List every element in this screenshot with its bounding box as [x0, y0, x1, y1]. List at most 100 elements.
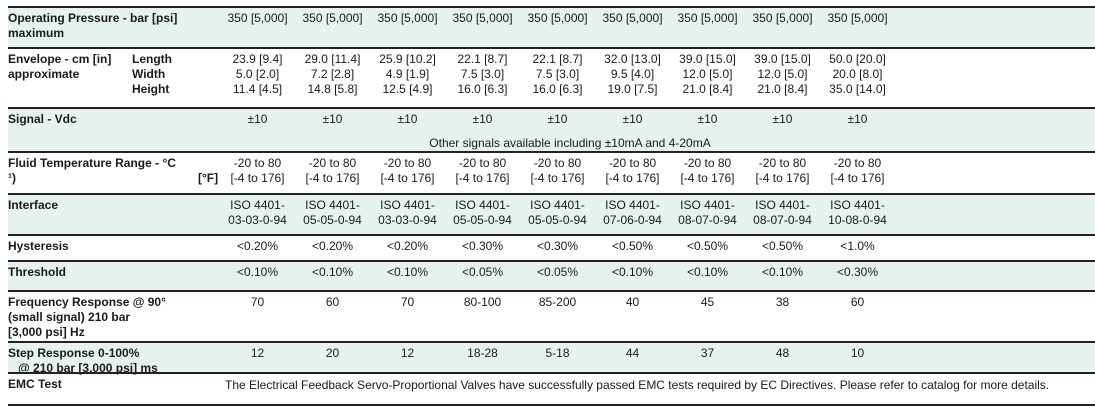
- value-cell: <0.20%: [311, 239, 354, 253]
- value-cell: <0.10%: [686, 265, 729, 279]
- row-envelope: Envelope - cm [in] approximate Length Wid…: [8, 47, 1095, 107]
- value-cell: -20 to 80 [-4 to 176]: [380, 156, 435, 185]
- row-note: The Electrical Feedback Servo-Proportion…: [225, 378, 1050, 392]
- value-cell: 80-100: [463, 295, 502, 309]
- value-cell: 70: [400, 295, 415, 309]
- row-label: Threshold: [8, 265, 67, 279]
- value-cell: 29.0 [11.4] 7.2 [2.8] 14.8 [5.8]: [304, 52, 361, 96]
- row-label: Interface: [8, 198, 59, 212]
- row-label: Envelope - cm [in] approximate: [8, 52, 112, 81]
- row-label: Fluid Temperature Range - °C ¹): [8, 156, 176, 185]
- value-cell: <0.50%: [611, 239, 654, 253]
- value-cell: 12: [400, 346, 415, 360]
- value-cell: 350 [5,000]: [527, 11, 588, 25]
- value-cell: 25.9 [10.2] 4.9 [1.9] 12.5 [4.9]: [379, 52, 436, 96]
- row-sublabel: [°F]: [198, 171, 219, 185]
- value-cell: 85-200: [538, 295, 577, 309]
- value-cell: <0.10%: [386, 265, 429, 279]
- value-cell: <0.10%: [761, 265, 804, 279]
- value-cell: ±10: [622, 112, 643, 126]
- value-cell: ISO 4401- 08-07-0-94: [753, 198, 812, 227]
- row-step-response: Step Response 0-100% @ 210 bar [3,000 ps…: [8, 341, 1095, 375]
- value-cell: 60: [325, 295, 340, 309]
- row-fluid-temperature: Fluid Temperature Range - °C ¹) [°F] -20 t…: [8, 151, 1095, 193]
- value-cell: 350 [5,000]: [677, 11, 738, 25]
- value-cell: 50.0 [20.0] 20.0 [8.0] 35.0 [14.0]: [829, 52, 886, 96]
- value-cell: ±10: [772, 112, 793, 126]
- value-cell: 40: [625, 295, 640, 309]
- value-cell: 350 [5,000]: [302, 11, 363, 25]
- value-cell: <0.20%: [386, 239, 429, 253]
- row-label: EMC Test: [8, 377, 62, 391]
- value-cell: 45: [700, 295, 715, 309]
- value-cell: <0.30%: [836, 265, 879, 279]
- value-cell: 20: [325, 346, 340, 360]
- value-cell: 39.0 [15.0] 12.0 [5.0] 21.0 [8.4]: [679, 52, 736, 96]
- row-note: Other signals available including ±10mA …: [429, 136, 711, 150]
- value-cell: 350 [5,000]: [377, 11, 438, 25]
- value-cell: 44: [625, 346, 640, 360]
- value-cell: 5-18: [545, 346, 570, 360]
- value-cell: -20 to 80 [-4 to 176]: [680, 156, 735, 185]
- value-cell: -20 to 80 [-4 to 176]: [830, 156, 885, 185]
- row-interface: Interface ISO 4401- 03-03-0-94 ISO 4401- 0…: [8, 193, 1095, 234]
- specifications-table: Operating Pressure - bar [psi] maximum 35…: [8, 6, 1095, 406]
- value-cell: -20 to 80 [-4 to 176]: [755, 156, 810, 185]
- row-sublabel: Length Width Height: [132, 52, 172, 96]
- value-cell: -20 to 80 [-4 to 176]: [605, 156, 660, 185]
- value-cell: <0.05%: [461, 265, 504, 279]
- value-cell: ±10: [397, 112, 418, 126]
- value-cell: 48: [775, 346, 790, 360]
- value-cell: ±10: [547, 112, 568, 126]
- value-cell: <0.10%: [611, 265, 654, 279]
- value-cell: 350 [5,000]: [452, 11, 513, 25]
- value-cell: <1.0%: [840, 239, 875, 253]
- value-cell: ISO 4401- 05-05-0-94: [303, 198, 362, 227]
- value-cell: 37: [700, 346, 715, 360]
- value-cell: 38: [775, 295, 790, 309]
- value-cell: 12: [250, 346, 265, 360]
- row-emc-test: EMC Test The Electrical Feedback Servo-Pr…: [8, 372, 1095, 406]
- value-cell: 350 [5,000]: [227, 11, 288, 25]
- value-cell: ISO 4401- 05-05-0-94: [453, 198, 512, 227]
- value-cell: <0.30%: [536, 239, 579, 253]
- value-cell: <0.05%: [536, 265, 579, 279]
- value-cell: 350 [5,000]: [602, 11, 663, 25]
- row-label: Step Response 0-100% @ 210 bar [3,000 ps…: [8, 346, 158, 375]
- row-threshold: Threshold <0.10% <0.10% <0.10% <0.05% <0.05% <…: [8, 260, 1095, 290]
- row-signal: Signal - Vdc ±10 ±10 ±10 ±10 ±10 ±10 ±10 ±10 ±10 O…: [8, 107, 1095, 151]
- row-label: Frequency Response @ 90° (small signal) …: [8, 295, 166, 339]
- value-cell: ±10: [322, 112, 343, 126]
- value-cell: ISO 4401- 07-06-0-94: [603, 198, 662, 227]
- value-cell: ISO 4401- 10-08-0-94: [828, 198, 887, 227]
- value-cell: 22.1 [8.7] 7.5 [3.0] 16.0 [6.3]: [532, 52, 583, 96]
- value-cell: 18-28: [467, 346, 498, 360]
- value-cell: 60: [850, 295, 865, 309]
- value-cell: <0.30%: [461, 239, 504, 253]
- value-cell: 10: [850, 346, 865, 360]
- row-operating-pressure: Operating Pressure - bar [psi] maximum 35…: [8, 6, 1095, 47]
- value-cell: <0.50%: [761, 239, 804, 253]
- value-cell: 350 [5,000]: [827, 11, 888, 25]
- value-cell: -20 to 80 [-4 to 176]: [305, 156, 360, 185]
- value-cell: ISO 4401- 03-03-0-94: [378, 198, 437, 227]
- value-cell: 70: [250, 295, 265, 309]
- value-cell: 22.1 [8.7] 7.5 [3.0] 16.0 [6.3]: [457, 52, 508, 96]
- value-cell: -20 to 80 [-4 to 176]: [530, 156, 585, 185]
- row-frequency-response: Frequency Response @ 90° (small signal) …: [8, 290, 1095, 341]
- row-label: Hysteresis: [8, 239, 69, 253]
- value-cell: 350 [5,000]: [752, 11, 813, 25]
- value-cell: <0.20%: [236, 239, 279, 253]
- value-cell: ISO 4401- 03-03-0-94: [228, 198, 287, 227]
- row-label: Operating Pressure - bar [psi] maximum: [8, 11, 178, 40]
- value-cell: ±10: [697, 112, 718, 126]
- value-cell: ±10: [847, 112, 868, 126]
- value-cell: 39.0 [15.0] 12.0 [5.0] 21.0 [8.4]: [754, 52, 811, 96]
- value-cell: ±10: [247, 112, 268, 126]
- value-cell: -20 to 80 [-4 to 176]: [230, 156, 285, 185]
- value-cell: ISO 4401- 05-05-0-94: [528, 198, 587, 227]
- value-cell: <0.10%: [311, 265, 354, 279]
- row-hysteresis: Hysteresis <0.20% <0.20% <0.20% <0.30% <0.30%…: [8, 234, 1095, 260]
- value-cell: <0.50%: [686, 239, 729, 253]
- value-cell: ±10: [472, 112, 493, 126]
